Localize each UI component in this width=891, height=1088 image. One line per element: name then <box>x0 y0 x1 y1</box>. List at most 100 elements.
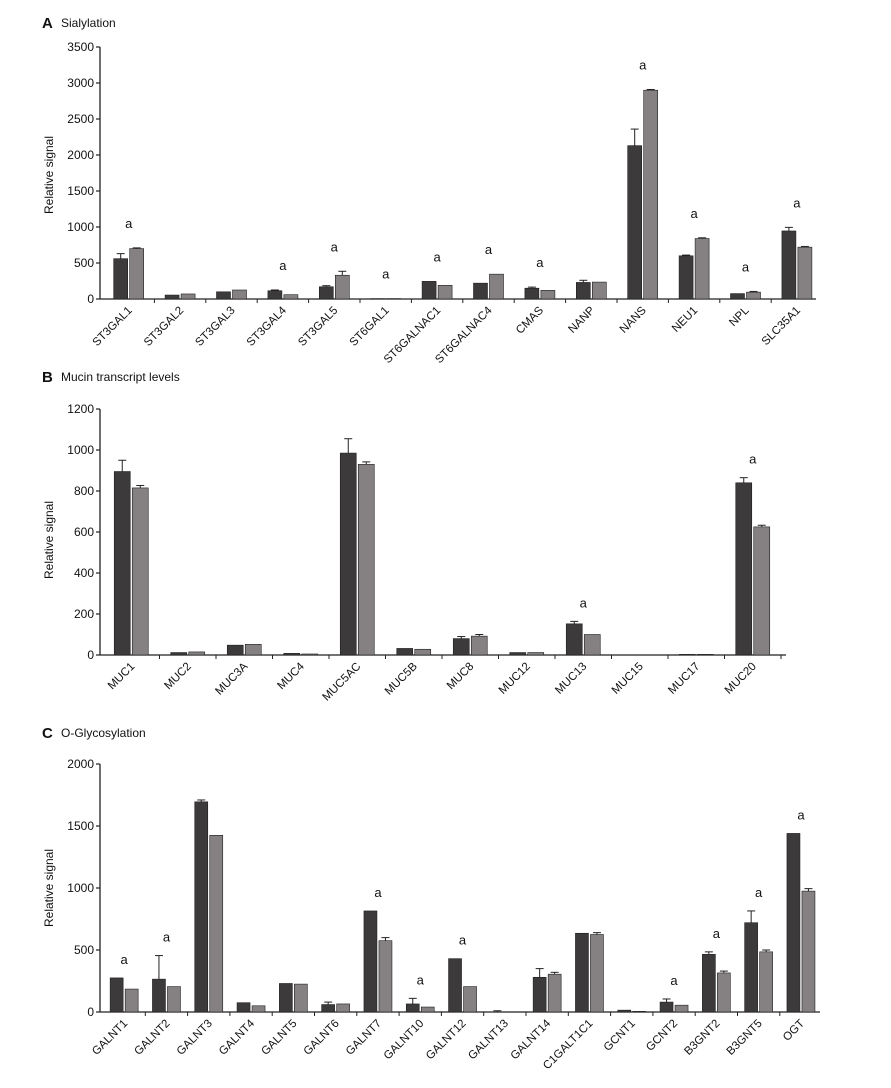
bar-nans-series-2 <box>643 89 659 300</box>
panel-b-letter: B <box>42 369 53 386</box>
y-tick-label: 600 <box>74 525 94 539</box>
panel-c: C O-Glycosylation Relative signal 0 500 10… <box>42 725 820 1072</box>
bar-st3gal2-series-1 <box>164 294 180 300</box>
category-label-st3gal5: ST3GAL5 <box>296 305 340 349</box>
bar-ogt-series-2 <box>801 890 816 1013</box>
bar-muc20-series-1 <box>735 482 753 656</box>
y-tick-label: 1500 <box>67 819 94 833</box>
panel-c-title: O-Glycosylation <box>61 726 146 740</box>
sig-marker-muc13: a <box>580 595 588 610</box>
y-tick-label: 500 <box>74 256 94 270</box>
bar-muc5b-series-1 <box>396 648 414 656</box>
bar-galnt10-series-1 <box>405 1003 420 1013</box>
bar-galnt1-series-1 <box>109 977 124 1013</box>
sig-marker-cmas: a <box>536 255 544 270</box>
y-tick-label: 1000 <box>67 443 94 457</box>
y-tick-label: 400 <box>74 566 94 580</box>
y-tick-label: 0 <box>87 648 94 662</box>
y-tick-label: 0 <box>87 1005 94 1019</box>
bar-st3gal4-series-1 <box>267 290 283 300</box>
bar-neu1-series-2 <box>694 238 710 300</box>
bar-nanp-series-1 <box>575 282 591 300</box>
bar-ogt-series-1 <box>786 833 801 1013</box>
bar-st3gal1-series-2 <box>129 248 144 300</box>
bar-b3gnt5-series-1 <box>744 922 758 1013</box>
bar-muc17-series-1 <box>678 654 696 656</box>
bar-galnt7-series-1 <box>363 910 378 1013</box>
y-tick-label: 3500 <box>67 40 94 54</box>
y-tick-label: 3000 <box>67 76 94 90</box>
sig-marker-slc35a1: a <box>793 195 801 210</box>
bar-gcnt2-series-1 <box>659 1001 674 1013</box>
bar-galnt6-series-2 <box>336 1003 350 1013</box>
bar-c1galt1c1-series-2 <box>590 934 604 1013</box>
bar-muc17-series-2 <box>696 654 714 656</box>
y-tick-label: 2000 <box>67 148 94 162</box>
sig-marker-st3gal4: a <box>279 258 287 273</box>
bar-slc35a1-series-1 <box>781 230 797 300</box>
bar-st3gal2-series-2 <box>180 293 196 300</box>
category-label-galnt3: GALNT3 <box>175 1018 215 1058</box>
bar-galnt7-series-2 <box>378 940 393 1013</box>
panel-a-title: Sialylation <box>61 16 116 30</box>
bar-st3gal1-series-1 <box>113 258 128 300</box>
y-tick-label: 1000 <box>67 220 94 234</box>
category-label-b3gnt5: B3GNT5 <box>725 1018 765 1058</box>
sig-marker-galnt1: a <box>121 952 129 967</box>
category-label-muc17: MUC17 <box>666 661 702 697</box>
bar-muc5ac-series-2 <box>357 464 375 656</box>
y-tick-label: 1500 <box>67 184 94 198</box>
category-label-gcnt1: GCNT1 <box>602 1018 638 1054</box>
category-label-muc20: MUC20 <box>723 661 759 697</box>
bar-galnt5-series-1 <box>279 983 293 1013</box>
bar-galnt2-series-1 <box>152 978 166 1013</box>
bar-galnt12-series-1 <box>448 958 462 1013</box>
sig-marker-npl: a <box>742 259 750 274</box>
bar-neu1-series-1 <box>678 255 694 300</box>
category-label-cmas: CMAS <box>514 304 546 336</box>
category-label-muc12: MUC12 <box>497 661 533 697</box>
bar-galnt3-series-2 <box>209 834 224 1013</box>
panel-c-letter: C <box>42 725 53 742</box>
bar-st3gal5-series-2 <box>334 274 350 300</box>
y-tick-label: 200 <box>74 607 94 621</box>
bar-npl-series-1 <box>730 293 745 300</box>
sig-marker-st6galnac4: a <box>485 242 493 257</box>
category-label-galnt2: GALNT2 <box>132 1018 172 1058</box>
bar-gcnt1-series-1 <box>617 1009 632 1013</box>
bar-b3gnt2-series-1 <box>702 954 716 1013</box>
y-tick-label: 2000 <box>67 757 94 771</box>
bar-galnt4-series-2 <box>251 1005 266 1013</box>
sig-marker-galnt12: a <box>459 933 467 948</box>
bar-st3gal3-series-1 <box>216 291 231 300</box>
bar-muc1-series-1 <box>113 471 131 656</box>
bar-nans-series-1 <box>627 145 643 300</box>
bar-b3gnt5-series-2 <box>759 951 773 1013</box>
y-tick-label: 500 <box>74 943 94 957</box>
bar-c1galt1c1-series-1 <box>575 932 589 1013</box>
sig-marker-galnt10: a <box>417 972 425 987</box>
category-label-st3gal4: ST3GAL4 <box>245 304 290 349</box>
bar-nanp-series-2 <box>591 281 607 300</box>
bar-galnt12-series-2 <box>463 986 477 1013</box>
sig-marker-st6gal1: a <box>382 267 390 282</box>
panel-b-plot: 0 200 400 600 800 1000 1200 MUC1 MUC2 MUC3A MUC4 MU… <box>67 402 786 703</box>
category-label-muc2: MUC2 <box>162 661 194 693</box>
category-label-slc35a1: SLC35A1 <box>760 305 803 348</box>
bar-b3gnt2-series-2 <box>717 972 731 1013</box>
category-label-galnt4: GALNT4 <box>217 1017 258 1058</box>
category-label-galnt12: GALNT12 <box>424 1018 469 1063</box>
bar-galnt10-series-2 <box>420 1006 435 1013</box>
category-label-muc5ac: MUC5AC <box>321 661 364 704</box>
bar-galnt1-series-2 <box>124 988 139 1013</box>
sig-marker-nans: a <box>639 57 647 72</box>
bar-st6galnac4-series-2 <box>489 273 504 300</box>
bar-muc1-series-2 <box>131 487 149 656</box>
bar-muc8-series-2 <box>470 635 488 656</box>
panel-b: B Mucin transcript levels Relative signa… <box>42 369 786 703</box>
bar-muc12-series-1 <box>509 652 527 656</box>
bar-galnt14-series-2 <box>547 973 562 1013</box>
panel-a-letter: A <box>42 15 53 32</box>
